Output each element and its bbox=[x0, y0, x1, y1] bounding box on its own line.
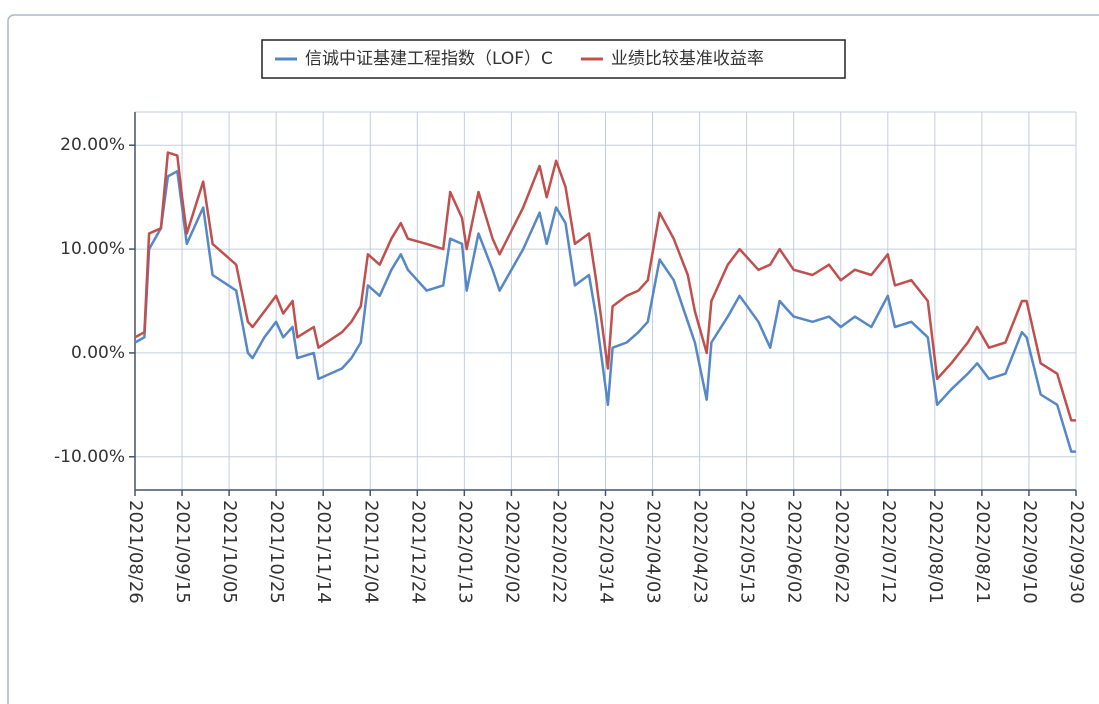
y-tick-label: -10.00% bbox=[54, 447, 125, 467]
x-tick-label: 2021/11/14 bbox=[313, 500, 334, 604]
x-tick-label: 2022/08/01 bbox=[925, 500, 946, 604]
x-tick-label: 2021/09/15 bbox=[172, 500, 193, 604]
x-tick-label: 2022/04/23 bbox=[690, 500, 711, 604]
x-tick-label: 2022/06/22 bbox=[831, 500, 852, 604]
x-tick-label: 2021/12/04 bbox=[360, 500, 381, 604]
y-tick-label: 10.00% bbox=[60, 239, 125, 259]
x-tick-label: 2021/12/24 bbox=[407, 500, 428, 604]
x-tick-label: 2022/06/02 bbox=[784, 500, 805, 604]
series-line bbox=[134, 169, 1076, 453]
legend-label: 业绩比较基准收益率 bbox=[611, 49, 764, 69]
panel-frame bbox=[7, 14, 1099, 704]
x-tick-label: 2021/10/05 bbox=[219, 500, 240, 604]
y-tick-label: 0.00% bbox=[71, 343, 125, 363]
x-tick-label: 2022/05/13 bbox=[737, 500, 758, 604]
legend: 信诚中证基建工程指数（LOF）C 业绩比较基准收益率 bbox=[275, 49, 764, 69]
x-tick-label: 2022/02/02 bbox=[501, 500, 522, 604]
x-tick-label: 2022/01/13 bbox=[454, 500, 475, 604]
x-tick-label: 2022/09/30 bbox=[1066, 500, 1087, 604]
x-tick-label: 2022/08/21 bbox=[972, 500, 993, 604]
x-tick-label: 2022/02/22 bbox=[548, 500, 569, 604]
y-tick-label: 20.00% bbox=[60, 135, 125, 155]
legend-box bbox=[261, 39, 846, 79]
x-tick-label: 2022/04/03 bbox=[643, 500, 664, 604]
x-tick-label: 2022/07/12 bbox=[878, 500, 899, 604]
x-tick-label: 2021/08/26 bbox=[125, 500, 146, 604]
x-tick-label: 2021/10/25 bbox=[266, 500, 287, 604]
x-tick-label: 2022/09/10 bbox=[1019, 500, 1040, 604]
series-line bbox=[134, 151, 1076, 422]
legend-label: 信诚中证基建工程指数（LOF）C bbox=[305, 49, 553, 69]
x-tick-label: 2022/03/14 bbox=[596, 500, 617, 604]
